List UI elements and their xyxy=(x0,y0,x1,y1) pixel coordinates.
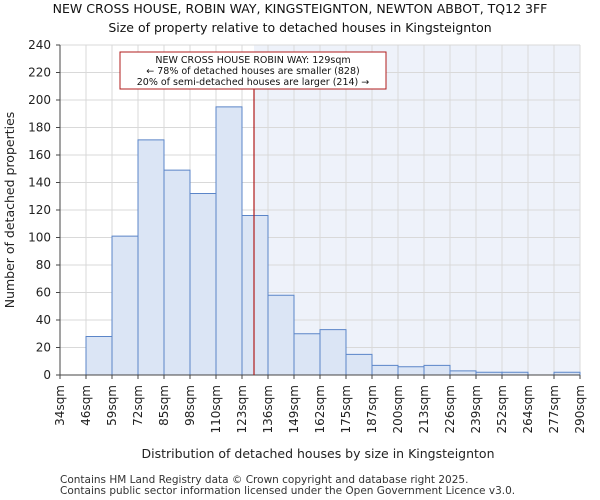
bar-162sqm xyxy=(319,329,347,376)
bar-149sqm xyxy=(293,333,321,376)
x-tick-label: 213sqm xyxy=(417,385,431,433)
bars xyxy=(85,106,581,376)
x-tick-label: 187sqm xyxy=(365,385,379,433)
bar-226sqm xyxy=(449,370,477,376)
x-axis-label: Distribution of detached houses by size … xyxy=(142,446,495,461)
y-tick-label: 40 xyxy=(36,313,51,327)
bar-123sqm xyxy=(241,215,269,376)
x-tick-label: 59sqm xyxy=(105,385,119,426)
x-tick-label: 175sqm xyxy=(339,385,353,433)
chart-title: NEW CROSS HOUSE, ROBIN WAY, KINGSTEIGNTO… xyxy=(53,1,548,16)
x-tick-label: 110sqm xyxy=(209,385,223,433)
x-tick-label: 123sqm xyxy=(235,385,249,433)
bar-85sqm xyxy=(163,169,191,376)
bar-59sqm xyxy=(111,235,139,376)
x-ticks: 34sqm 46sqm 59sqm 72sqm 85sqm 98sqm 110sqm 123s… xyxy=(53,375,587,433)
x-tick-label: 252sqm xyxy=(495,385,509,433)
footer-credit-2: Contains public sector information licen… xyxy=(60,485,516,497)
y-tick-label: 20 xyxy=(36,341,51,355)
x-tick-label: 46sqm xyxy=(79,385,93,426)
y-tick-label: 0 xyxy=(43,368,51,382)
annotation-line-3: 20% of semi-detached houses are larger (… xyxy=(137,77,370,88)
x-tick-label: 98sqm xyxy=(183,385,197,426)
y-tick-label: 140 xyxy=(28,176,51,190)
y-tick-label: 120 xyxy=(28,203,51,217)
bar-110sqm xyxy=(215,106,243,376)
y-tick-label: 240 xyxy=(28,38,51,52)
y-ticks: 0 20 40 60 80 100 120 140 160 180 200 220 240 xyxy=(28,38,60,382)
x-tick-label: 200sqm xyxy=(391,385,405,433)
x-tick-label: 239sqm xyxy=(469,385,483,433)
chart-subtitle: Size of property relative to detached ho… xyxy=(108,20,491,35)
x-tick-label: 290sqm xyxy=(573,385,587,433)
bar-213sqm xyxy=(423,364,451,376)
x-tick-label: 34sqm xyxy=(53,385,67,426)
x-tick-label: 264sqm xyxy=(521,385,535,433)
bar-200sqm xyxy=(397,366,425,376)
x-tick-label: 149sqm xyxy=(287,385,301,433)
bar-72sqm xyxy=(137,139,165,376)
x-tick-label: 136sqm xyxy=(261,385,275,433)
x-tick-label: 162sqm xyxy=(313,385,327,433)
footer-credit-1: Contains HM Land Registry data © Crown c… xyxy=(60,474,469,486)
y-tick-label: 80 xyxy=(36,258,51,272)
x-tick-label: 85sqm xyxy=(157,385,171,426)
bar-136sqm xyxy=(267,294,295,376)
annotation-line-1: NEW CROSS HOUSE ROBIN WAY: 129sqm xyxy=(155,55,350,66)
y-tick-label: 180 xyxy=(28,121,51,135)
y-tick-label: 100 xyxy=(28,231,51,245)
bar-175sqm xyxy=(345,353,373,376)
annotation-rect xyxy=(119,51,387,90)
y-axis-label: Number of detached properties xyxy=(2,112,17,309)
bar-98sqm xyxy=(189,193,217,376)
y-tick-label: 160 xyxy=(28,148,51,162)
y-tick-label: 200 xyxy=(28,93,51,107)
y-tick-label: 220 xyxy=(28,66,51,80)
x-tick-label: 277sqm xyxy=(547,385,561,433)
bar-46sqm xyxy=(85,336,113,376)
y-tick-label: 60 xyxy=(36,286,51,300)
x-tick-label: 72sqm xyxy=(131,385,145,426)
x-tick-label: 226sqm xyxy=(443,385,457,433)
annotation-box: NEW CROSS HOUSE ROBIN WAY: 129sqm ← 78% … xyxy=(119,51,387,90)
bar-187sqm xyxy=(371,364,399,376)
annotation-line-2: ← 78% of detached houses are smaller (82… xyxy=(146,66,359,77)
